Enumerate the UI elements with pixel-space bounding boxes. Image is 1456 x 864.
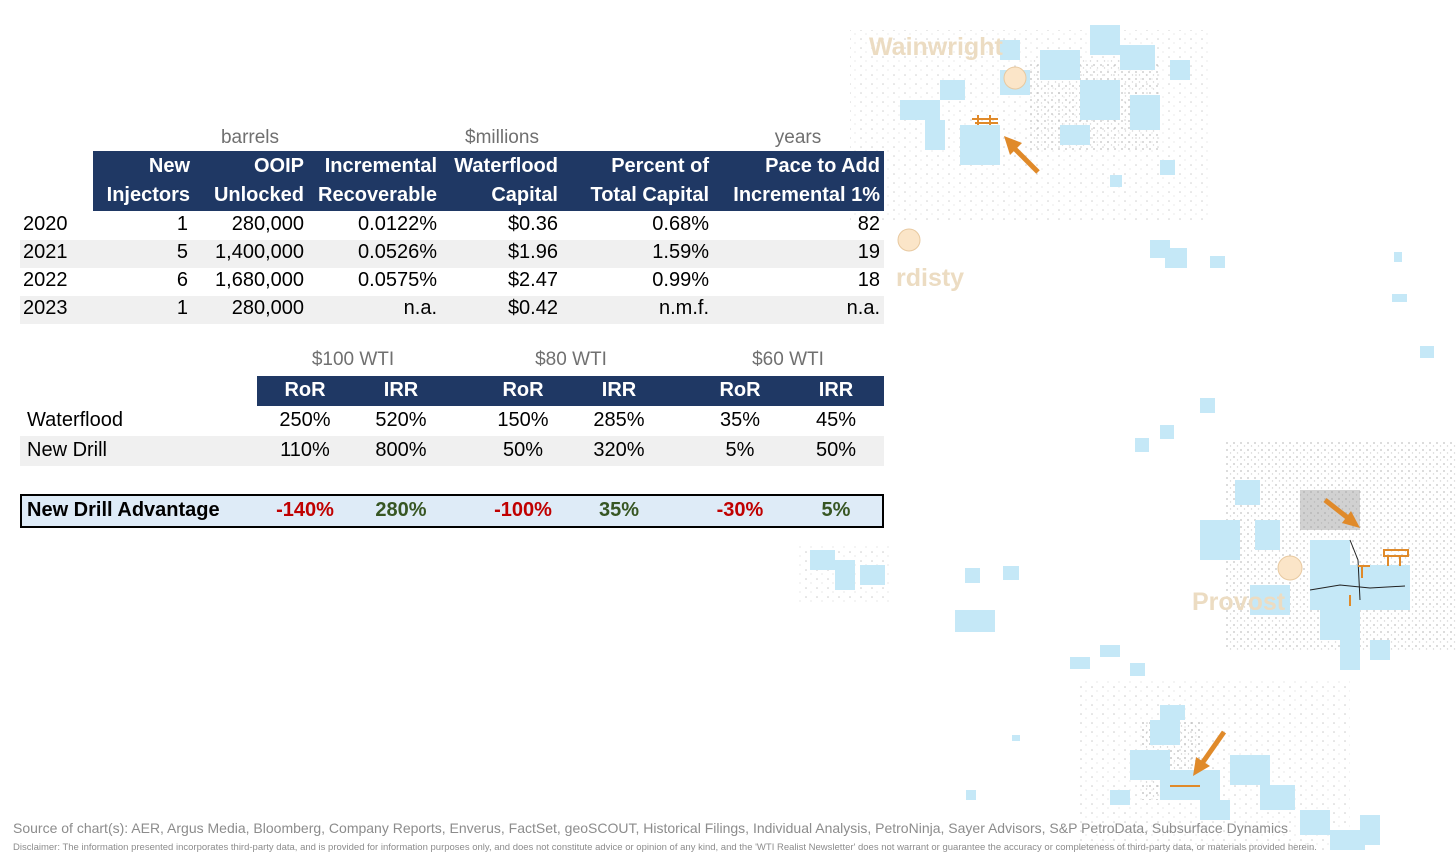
row-year: 2020: [23, 213, 68, 235]
col-header-irr: IRR: [601, 379, 637, 401]
source-note: Source of chart(s): AER, Argus Media, Bl…: [13, 820, 1289, 836]
row-value: 110%: [280, 439, 330, 461]
row-pace: n.a.: [846, 297, 880, 319]
disclaimer: Disclaimer: The information presented in…: [13, 842, 1317, 853]
map-label-hardisty: rdisty: [896, 264, 965, 292]
table-row: Waterflood 250% 520% 150% 285% 35% 45%: [20, 406, 884, 436]
row-capital: $1.96: [507, 241, 558, 263]
table-row: 2020 1 280,000 0.0122% $0.36 0.68% 82: [20, 212, 884, 240]
row-value: 800%: [375, 439, 427, 461]
table-row: New Drill 110% 800% 50% 320% 5% 50%: [20, 436, 884, 466]
row-capital: $0.36: [507, 213, 558, 235]
row-percent: n.m.f.: [658, 297, 709, 319]
map-label-wainwright: Wainwright: [869, 33, 1003, 61]
row-incremental: n.a.: [403, 297, 437, 319]
row-percent: 0.99%: [652, 269, 709, 291]
row-pace: 82: [857, 213, 880, 235]
row-injectors: 5: [176, 241, 188, 263]
group-header-80-wti: $80 WTI: [535, 349, 607, 370]
advantage-value: 35%: [598, 499, 640, 521]
row-year: 2023: [23, 297, 68, 319]
col-header-percent-total-capital: Percent of Total Capital: [590, 155, 709, 206]
col-header-pace-incremental: Pace to Add Incremental 1%: [733, 155, 880, 206]
row-incremental: 0.0122%: [358, 213, 437, 235]
advantage-value: -30%: [716, 499, 764, 521]
row-year: 2021: [23, 241, 68, 263]
col-header-incremental-recoverable: Incremental Recoverable: [318, 155, 437, 206]
row-value: 520%: [375, 409, 427, 431]
row-pace: 19: [857, 241, 880, 263]
row-percent: 0.68%: [652, 213, 709, 235]
col-header-irr: IRR: [383, 379, 419, 401]
table-row: 2023 1 280,000 n.a. $0.42 n.m.f. n.a.: [20, 296, 884, 324]
group-header-millions: $millions: [465, 127, 539, 148]
advantage-value: 280%: [375, 499, 427, 521]
row-pace: 18: [857, 269, 880, 291]
row-percent: 1.59%: [652, 241, 709, 263]
row-ooip: 280,000: [231, 297, 304, 319]
col-header-ooip-unlocked: OOIP Unlocked: [213, 155, 304, 206]
row-value: 320%: [593, 439, 645, 461]
row-injectors: 1: [176, 297, 188, 319]
group-header-barrels: barrels: [220, 127, 280, 148]
row-value: 5%: [725, 439, 755, 461]
south-well-cluster: [966, 680, 1380, 850]
south-arrow-icon: [1193, 730, 1227, 776]
wainwright-arrow-icon: [1004, 136, 1040, 174]
table-row: 2022 6 1,680,000 0.0575% $2.47 0.99% 18: [20, 268, 884, 296]
row-ooip: 280,000: [231, 213, 304, 235]
row-value: 285%: [593, 409, 645, 431]
row-value: 150%: [497, 409, 549, 431]
row-capital: $0.42: [507, 297, 558, 319]
group-header-years: years: [774, 127, 822, 148]
advantage-value: -140%: [276, 499, 334, 521]
row-incremental: 0.0526%: [358, 241, 437, 263]
row-value: 50%: [502, 439, 544, 461]
row-value: 50%: [815, 439, 857, 461]
row-ooip: 1,680,000: [215, 269, 304, 291]
row-capital: $2.47: [507, 269, 558, 291]
row-label: Waterflood: [27, 409, 123, 431]
table-row: 2021 5 1,400,000 0.0526% $1.96 1.59% 19: [20, 240, 884, 268]
row-injectors: 1: [176, 213, 188, 235]
col-header-waterflood-capital: Waterflood Capital: [454, 155, 558, 206]
group-header-100-wti: $100 WTI: [311, 349, 395, 370]
table1-header-bar: [93, 151, 884, 211]
col-header-ror: RoR: [284, 379, 326, 401]
row-value: 35%: [719, 409, 761, 431]
wainwright-well-cluster: [850, 25, 1210, 220]
row-incremental: 0.0575%: [358, 269, 437, 291]
provost-arrow-icon: [1323, 498, 1360, 528]
advantage-label: New Drill Advantage: [27, 499, 220, 521]
row-year: 2022: [23, 269, 68, 291]
col-header-new-injectors: New Injectors: [106, 155, 190, 206]
advantage-row: New Drill Advantage -140% 280% -100% 35%…: [20, 494, 884, 528]
row-value: 250%: [279, 409, 331, 431]
advantage-value: -100%: [494, 499, 552, 521]
scattered-blocks: [796, 398, 1215, 632]
group-header-60-wti: $60 WTI: [752, 349, 824, 370]
col-header-ror: RoR: [502, 379, 544, 401]
table2-header-bar: [257, 376, 884, 406]
advantage-value: 5%: [821, 499, 851, 521]
col-header-irr: IRR: [818, 379, 854, 401]
row-ooip: 1,400,000: [215, 241, 304, 263]
row-label: New Drill: [27, 439, 107, 461]
provost-well-cluster: [1070, 440, 1456, 676]
row-injectors: 6: [176, 269, 188, 291]
row-value: 45%: [815, 409, 857, 431]
hardisty-area: [897, 228, 1434, 358]
map-label-provost: Provost: [1192, 588, 1286, 616]
col-header-ror: RoR: [719, 379, 761, 401]
